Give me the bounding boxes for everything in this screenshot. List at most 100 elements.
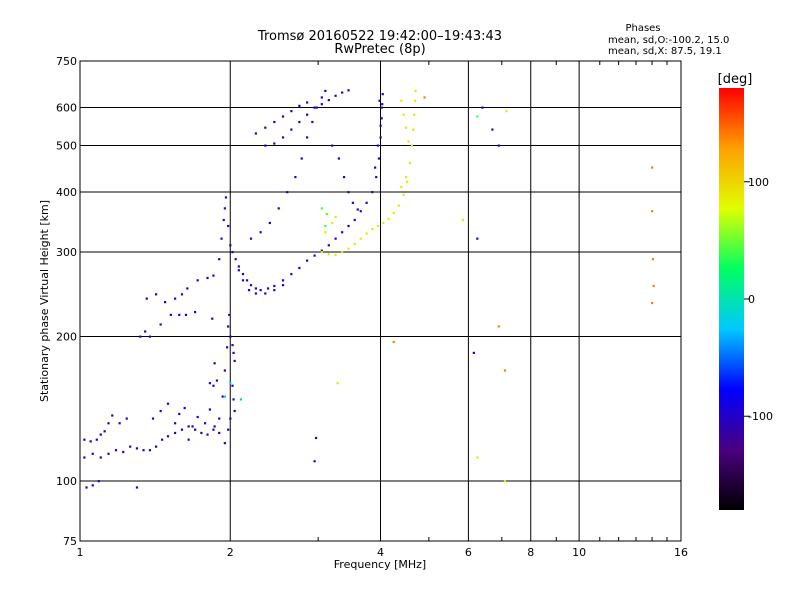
data-point	[353, 242, 356, 246]
data-point	[311, 120, 314, 124]
x-tick-label: 1	[77, 546, 84, 559]
data-point	[414, 89, 417, 93]
data-point	[341, 91, 344, 94]
data-point	[412, 128, 415, 131]
data-point	[359, 210, 362, 213]
colorbar-tick-label: 100	[748, 176, 769, 189]
data-point	[331, 221, 334, 225]
data-point	[294, 175, 297, 179]
chart-subtitle: RwPretec (8p)	[334, 42, 425, 57]
x-tick-label: 2	[227, 546, 234, 559]
data-point	[381, 103, 384, 106]
colorbar-ticks: 100 0 -100	[744, 176, 773, 423]
data-point	[290, 110, 293, 113]
data-point	[99, 433, 102, 436]
data-point	[392, 340, 395, 344]
data-point	[135, 486, 139, 489]
data-point	[194, 428, 197, 431]
data-point	[232, 351, 235, 354]
data-point	[233, 359, 236, 363]
data-point	[359, 237, 362, 240]
data-point	[139, 335, 142, 338]
data-point	[273, 284, 276, 288]
data-point	[89, 440, 92, 443]
data-point	[324, 89, 327, 93]
data-point	[223, 207, 226, 210]
y-axis-label: Stationary phase Virtual Height [km]	[38, 200, 51, 402]
data-point	[356, 208, 359, 211]
x-tick-label: 10	[572, 546, 586, 559]
data-point	[203, 422, 207, 425]
data-point	[220, 237, 223, 240]
data-point	[413, 99, 417, 102]
data-point	[491, 128, 494, 131]
data-point	[331, 144, 334, 147]
data-point	[313, 460, 316, 463]
data-point	[107, 422, 110, 425]
data-point	[183, 406, 186, 410]
data-point	[313, 254, 316, 257]
data-point	[334, 215, 337, 219]
data-point	[400, 99, 403, 102]
data-point	[178, 313, 181, 316]
data-point	[142, 449, 145, 452]
data-point	[118, 422, 121, 425]
data-point	[221, 395, 224, 398]
y-tick-label: 75	[63, 535, 77, 548]
data-point	[651, 166, 654, 169]
data-point	[347, 191, 350, 194]
data-point	[286, 191, 289, 194]
data-point	[125, 417, 128, 420]
data-point	[405, 180, 409, 184]
data-point	[241, 272, 245, 276]
data-point	[259, 289, 262, 292]
data-point	[374, 166, 377, 169]
chart-title: Tromsø 20160522 19:42:00–19:43:43	[257, 29, 502, 44]
colorbar-label: [deg]	[718, 72, 753, 87]
data-point	[229, 382, 232, 385]
data-point	[173, 422, 177, 425]
data-point	[166, 402, 170, 405]
data-point	[173, 297, 177, 300]
data-point	[211, 317, 214, 320]
data-point	[208, 382, 212, 385]
data-point	[114, 449, 118, 452]
data-point	[273, 289, 276, 292]
data-point	[327, 244, 330, 247]
data-point	[229, 335, 232, 338]
data-point	[336, 382, 339, 385]
data-point	[320, 207, 323, 210]
data-point	[218, 431, 221, 435]
data-point	[306, 259, 309, 262]
data-point	[300, 157, 303, 160]
data-point	[273, 142, 276, 145]
data-point	[233, 409, 236, 413]
data-point	[376, 144, 379, 147]
data-point	[268, 221, 271, 225]
data-point	[342, 175, 346, 179]
data-point	[173, 431, 177, 435]
data-point	[371, 191, 374, 194]
data-point	[228, 313, 231, 316]
data-point	[377, 157, 381, 160]
data-point	[408, 161, 412, 165]
data-point	[351, 201, 354, 204]
data-point	[266, 287, 270, 290]
data-point	[281, 115, 285, 118]
data-point	[347, 224, 350, 228]
data-point	[387, 217, 390, 220]
data-point	[505, 110, 508, 113]
colorbar-tick-label: -100	[748, 410, 773, 423]
data-point	[231, 384, 234, 387]
data-point	[212, 274, 215, 277]
data-point	[378, 99, 381, 102]
data-point	[264, 144, 267, 147]
data-point	[341, 251, 344, 254]
data-point	[503, 369, 507, 372]
data-point	[380, 117, 383, 120]
data-point	[379, 136, 382, 139]
stats-line-x: mean, sd,X: 87.5, 19.1	[608, 46, 722, 57]
data-point	[273, 120, 276, 124]
data-point	[472, 351, 475, 354]
